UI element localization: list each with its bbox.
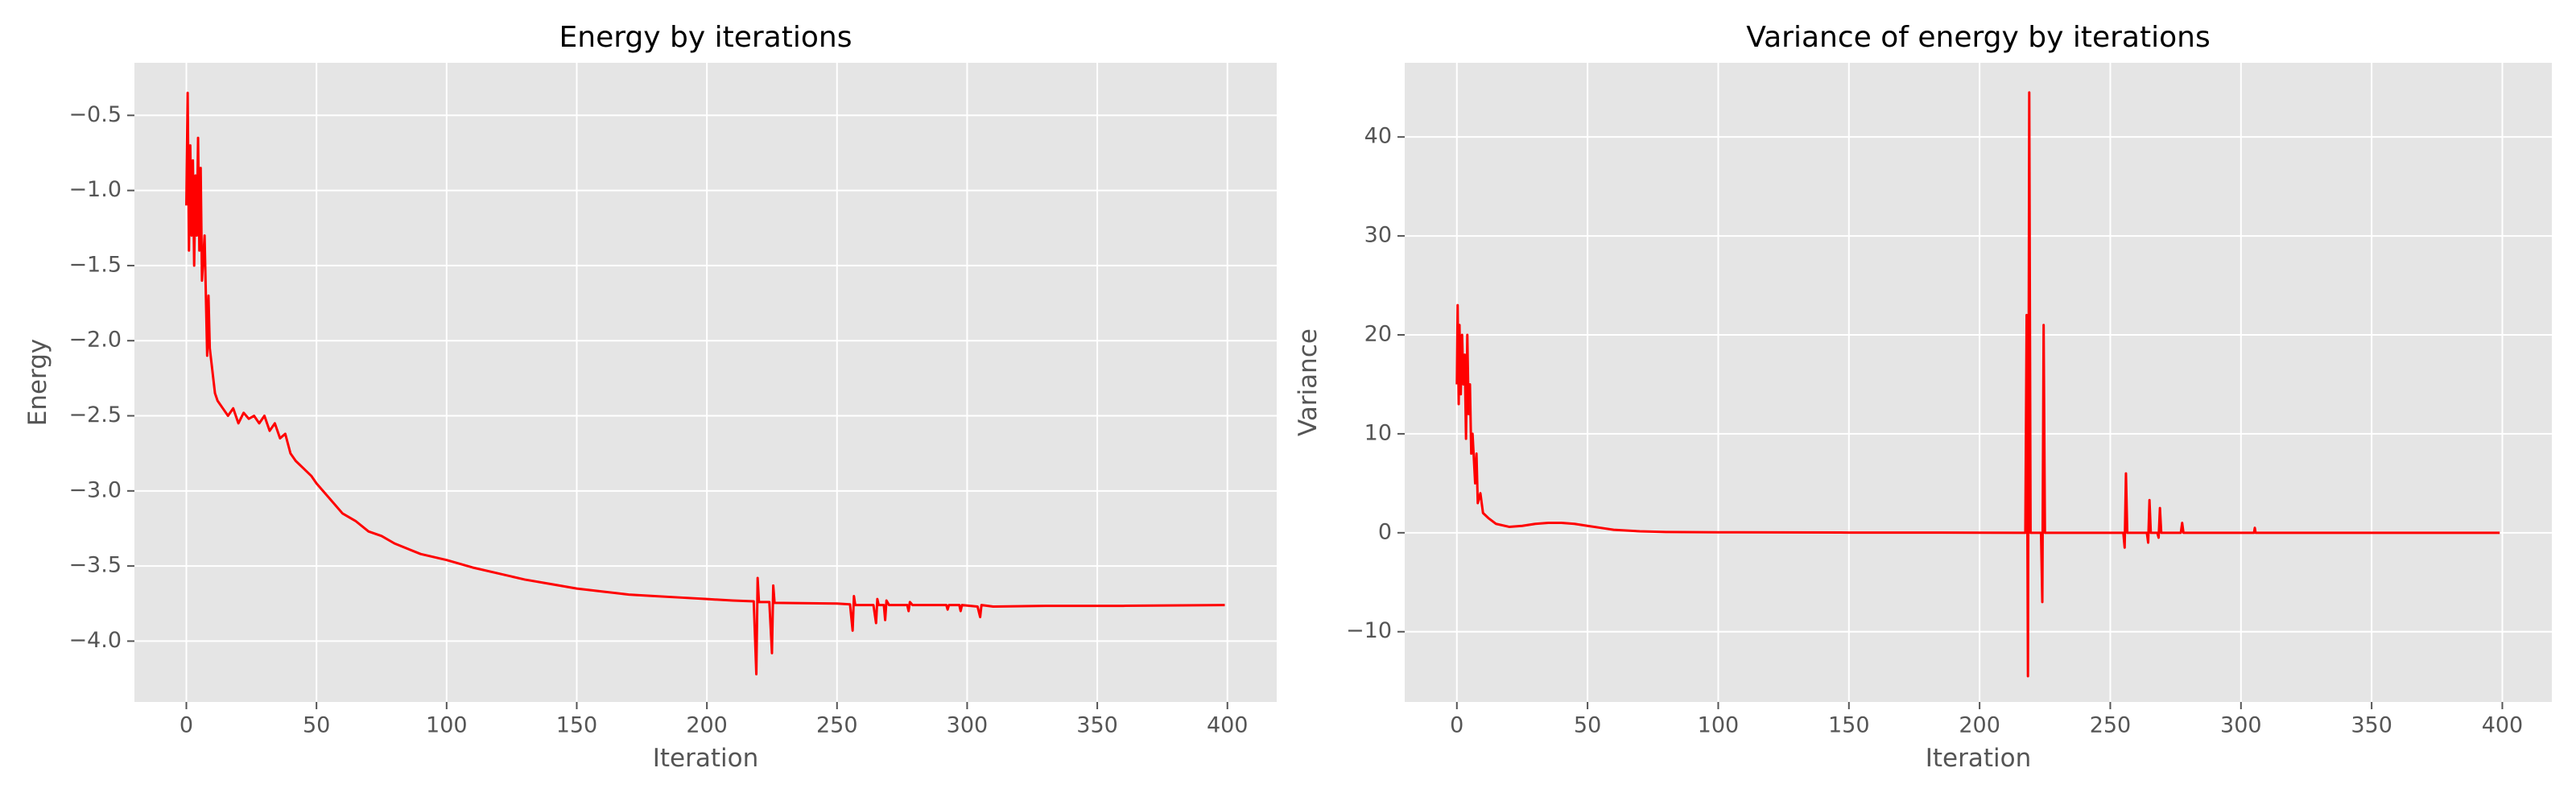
- x-tick-label: 150: [1828, 713, 1870, 738]
- data-line: [185, 91, 1225, 675]
- x-tick-label: 250: [816, 713, 858, 738]
- y-tick-label: 20: [1364, 322, 1392, 347]
- plot-area: [134, 63, 1277, 702]
- x-tick-label: 50: [303, 713, 330, 738]
- y-tick-label: −3.5: [68, 553, 122, 578]
- y-tick-label: −2.5: [68, 402, 122, 427]
- x-tick-label: 400: [1207, 713, 1249, 738]
- plot-area: [1405, 63, 2552, 702]
- x-tick-label: 200: [1959, 713, 2000, 738]
- x-tick-label: 100: [426, 713, 468, 738]
- x-tick-label: 350: [1076, 713, 1118, 738]
- y-axis-label: Variance: [1294, 328, 1323, 436]
- x-axis-label: Iteration: [1926, 744, 2032, 773]
- chart-title: Variance of energy by iterations: [1746, 21, 2210, 54]
- chart-title: Energy by iterations: [559, 21, 852, 54]
- y-tick-label: −3.0: [68, 477, 122, 502]
- x-tick-label: 150: [556, 713, 598, 738]
- x-tick-label: 400: [2482, 713, 2524, 738]
- y-tick-label: 30: [1364, 223, 1392, 248]
- data-line: [1455, 91, 2500, 678]
- x-tick-label: 0: [1450, 713, 1463, 738]
- y-tick-label: 0: [1378, 519, 1392, 544]
- y-tick-label: −1.5: [68, 252, 122, 277]
- x-tick-label: 200: [686, 713, 728, 738]
- x-tick-label: 50: [1574, 713, 1601, 738]
- x-tick-label: 0: [180, 713, 193, 738]
- y-tick-label: −0.5: [68, 102, 122, 127]
- y-tick-label: −4.0: [68, 628, 122, 653]
- y-tick-label: 40: [1364, 124, 1392, 149]
- x-tick-label: 250: [2090, 713, 2132, 738]
- y-tick-label: −10: [1346, 618, 1392, 643]
- x-tick-label: 350: [2351, 713, 2392, 738]
- x-tick-label: 300: [947, 713, 989, 738]
- y-tick-label: −2.0: [68, 328, 122, 353]
- x-axis-label: Iteration: [653, 744, 759, 773]
- y-tick-label: 10: [1364, 420, 1392, 445]
- y-axis-label: Energy: [23, 339, 52, 427]
- x-tick-label: 300: [2220, 713, 2262, 738]
- x-tick-label: 100: [1698, 713, 1740, 738]
- y-tick-label: −1.0: [68, 177, 122, 202]
